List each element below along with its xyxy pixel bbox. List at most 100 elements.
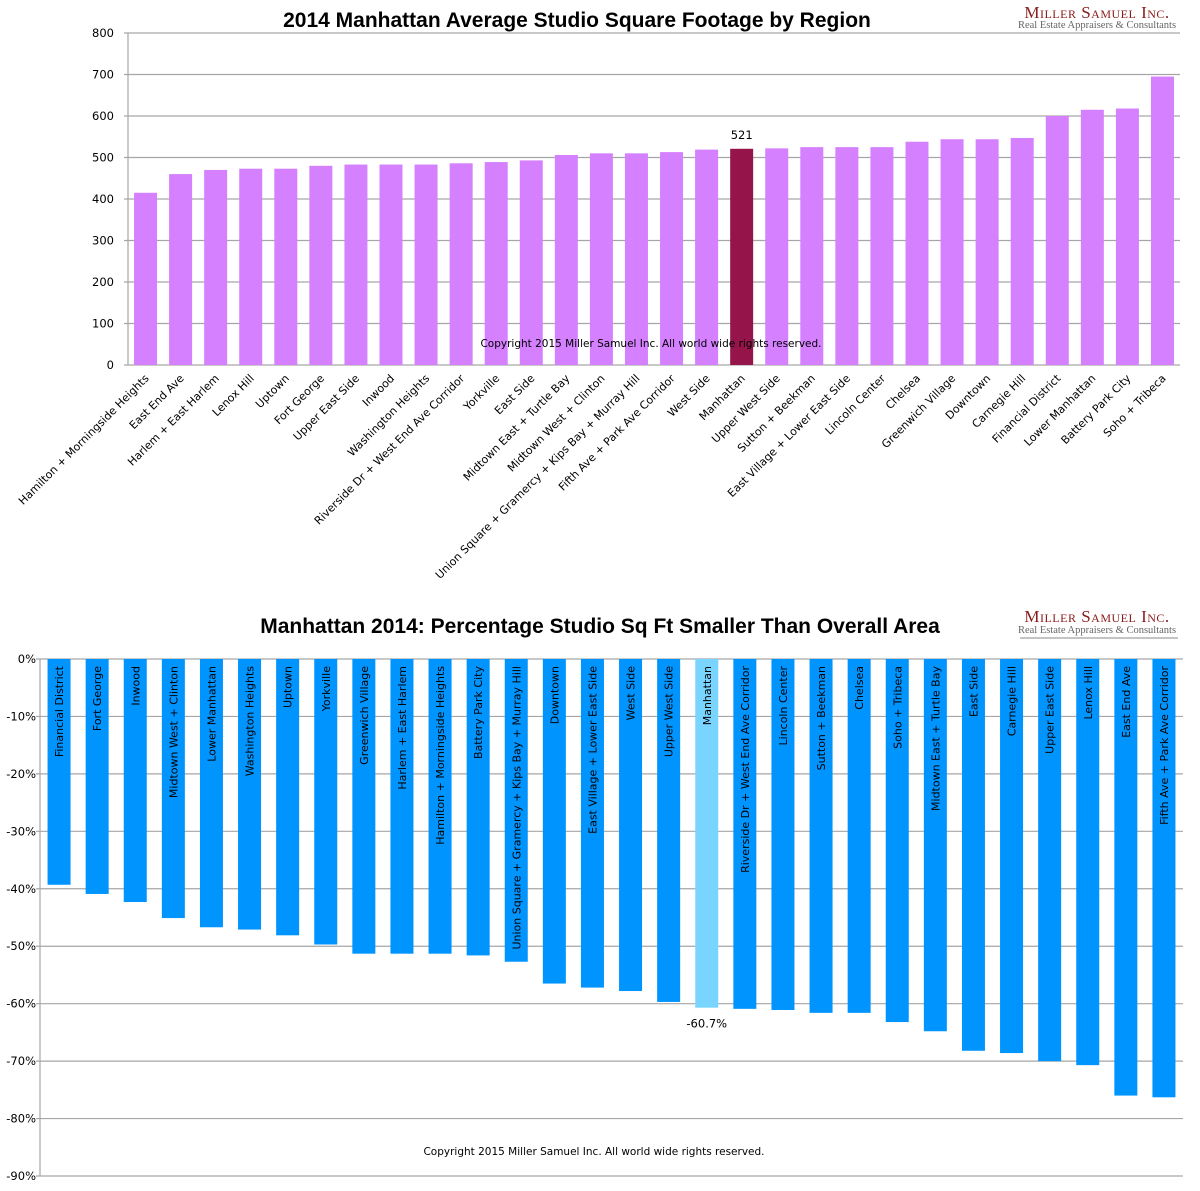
bar xyxy=(134,192,158,365)
x-tick-label: Fort George xyxy=(91,666,104,731)
bar xyxy=(204,169,228,365)
bar xyxy=(923,659,947,1032)
chart2-title: Manhattan 2014: Percentage Studio Sq Ft … xyxy=(260,615,940,638)
bar xyxy=(390,659,414,954)
bar xyxy=(466,659,490,956)
bar xyxy=(428,659,452,954)
x-tick-label: Midtown West + Clinton xyxy=(167,666,180,798)
bar xyxy=(580,659,604,988)
logo-bottom: Miller Samuel Inc. Real Estate Appraiser… xyxy=(1018,607,1178,639)
x-tick-label: Manhattan xyxy=(701,666,714,725)
bar xyxy=(660,152,684,365)
bar xyxy=(800,147,824,365)
bar xyxy=(1115,108,1139,365)
bar xyxy=(238,659,262,930)
bar xyxy=(554,155,578,365)
y-tick-label: -20% xyxy=(6,767,36,781)
bar xyxy=(484,162,508,365)
bar xyxy=(733,659,757,1009)
x-tick-label: Union Square + Gramercy + Kips Bay + Mur… xyxy=(510,666,523,950)
bar xyxy=(870,147,894,365)
x-tick-label: Uptown xyxy=(282,666,295,708)
data-label: 521 xyxy=(731,128,753,142)
bar xyxy=(1000,659,1024,1054)
chart2-copyright: Copyright 2015 Miller Samuel Inc. All wo… xyxy=(423,1146,764,1158)
bar xyxy=(352,659,376,954)
y-tick-label: 600 xyxy=(92,109,114,123)
x-tick-label: Hamilton + Morningside Heights xyxy=(434,666,447,845)
x-tick-label: Washington Heights xyxy=(244,666,257,777)
y-tick-label: 0% xyxy=(18,652,36,666)
bar xyxy=(123,659,147,902)
bar xyxy=(414,164,438,365)
bar xyxy=(771,659,795,1010)
x-tick-label: Lincoln Center xyxy=(777,666,790,746)
x-tick-label: Soho + Tribeca xyxy=(891,666,904,749)
bar xyxy=(1114,659,1138,1096)
x-tick-label: West Side xyxy=(625,666,638,721)
y-tick-label: -10% xyxy=(6,709,36,723)
bar xyxy=(619,659,643,992)
bar xyxy=(847,659,871,1013)
x-tick-label: East Side xyxy=(967,666,980,717)
x-tick-label: Soho + Tribeca xyxy=(1101,372,1169,440)
bar xyxy=(624,153,648,365)
y-tick-label: 100 xyxy=(92,317,114,331)
bar xyxy=(657,659,681,1002)
logo-name: Miller Samuel Inc. xyxy=(1024,607,1169,626)
x-tick-label: Midtown East + Turtle Bay xyxy=(929,666,942,811)
chart1-title: 2014 Manhattan Average Studio Square Foo… xyxy=(283,9,871,32)
x-tick-label: Upper East Side xyxy=(1044,666,1057,754)
y-tick-label: -60% xyxy=(6,997,36,1011)
x-tick-label: Carnegie Hill xyxy=(1006,666,1019,736)
y-tick-label: 800 xyxy=(92,26,114,40)
bar xyxy=(274,168,298,365)
x-tick-label: Greenwich Village xyxy=(358,666,371,765)
y-tick-label: 300 xyxy=(92,234,114,248)
y-tick-label: -70% xyxy=(6,1054,36,1068)
bar xyxy=(885,659,909,1023)
bar xyxy=(519,160,543,365)
bar xyxy=(1152,659,1176,1098)
y-tick-label: 200 xyxy=(92,275,114,289)
x-tick-label: Yorkville xyxy=(320,666,333,713)
bar xyxy=(905,141,929,365)
y-tick-label: 700 xyxy=(92,68,114,82)
x-tick-label: Lincoln Center xyxy=(823,372,889,438)
bar xyxy=(730,148,754,365)
y-tick-label: -50% xyxy=(6,939,36,953)
y-tick-label: -80% xyxy=(6,1112,36,1126)
logo-name: Miller Samuel Inc. xyxy=(1024,3,1169,22)
bar xyxy=(1045,116,1069,365)
y-tick-label: -40% xyxy=(6,882,36,896)
x-tick-label: Riverside Dr + West End Ave Corridor xyxy=(739,666,752,873)
chart1-copyright: Copyright 2015 Miller Samuel Inc. All wo… xyxy=(480,338,821,350)
bar xyxy=(809,659,833,1013)
x-tick-label: Inwood xyxy=(129,666,142,706)
chart2: 0% -10% -20% -30% -40% -50% -60% -70% -80% -90% Fi… xyxy=(6,652,1183,1183)
bar xyxy=(695,149,719,365)
x-tick-label: East End Ave xyxy=(1120,666,1133,738)
bar xyxy=(1076,659,1100,1066)
bar xyxy=(835,147,859,365)
bar xyxy=(276,659,300,936)
bar xyxy=(589,153,613,365)
x-tick-label: Financial District xyxy=(53,665,66,757)
bar xyxy=(309,165,333,365)
x-tick-label: Harlem + East Harlem xyxy=(396,666,409,790)
bar xyxy=(169,174,193,365)
bar xyxy=(199,659,223,928)
bar xyxy=(314,659,338,945)
bar xyxy=(695,659,719,1008)
x-tick-label: Lenox Hill xyxy=(1082,666,1095,720)
bar xyxy=(504,659,528,962)
x-tick-label: Lower Manhattan xyxy=(205,666,218,762)
x-tick-label: Upper East Side xyxy=(291,372,362,443)
bar xyxy=(1080,109,1104,366)
y-tick-label: 500 xyxy=(92,151,114,165)
bar xyxy=(975,139,999,365)
bar xyxy=(85,659,109,894)
bar xyxy=(47,659,71,885)
logo-tagline: Real Estate Appraisers & Consultants xyxy=(1018,20,1176,31)
